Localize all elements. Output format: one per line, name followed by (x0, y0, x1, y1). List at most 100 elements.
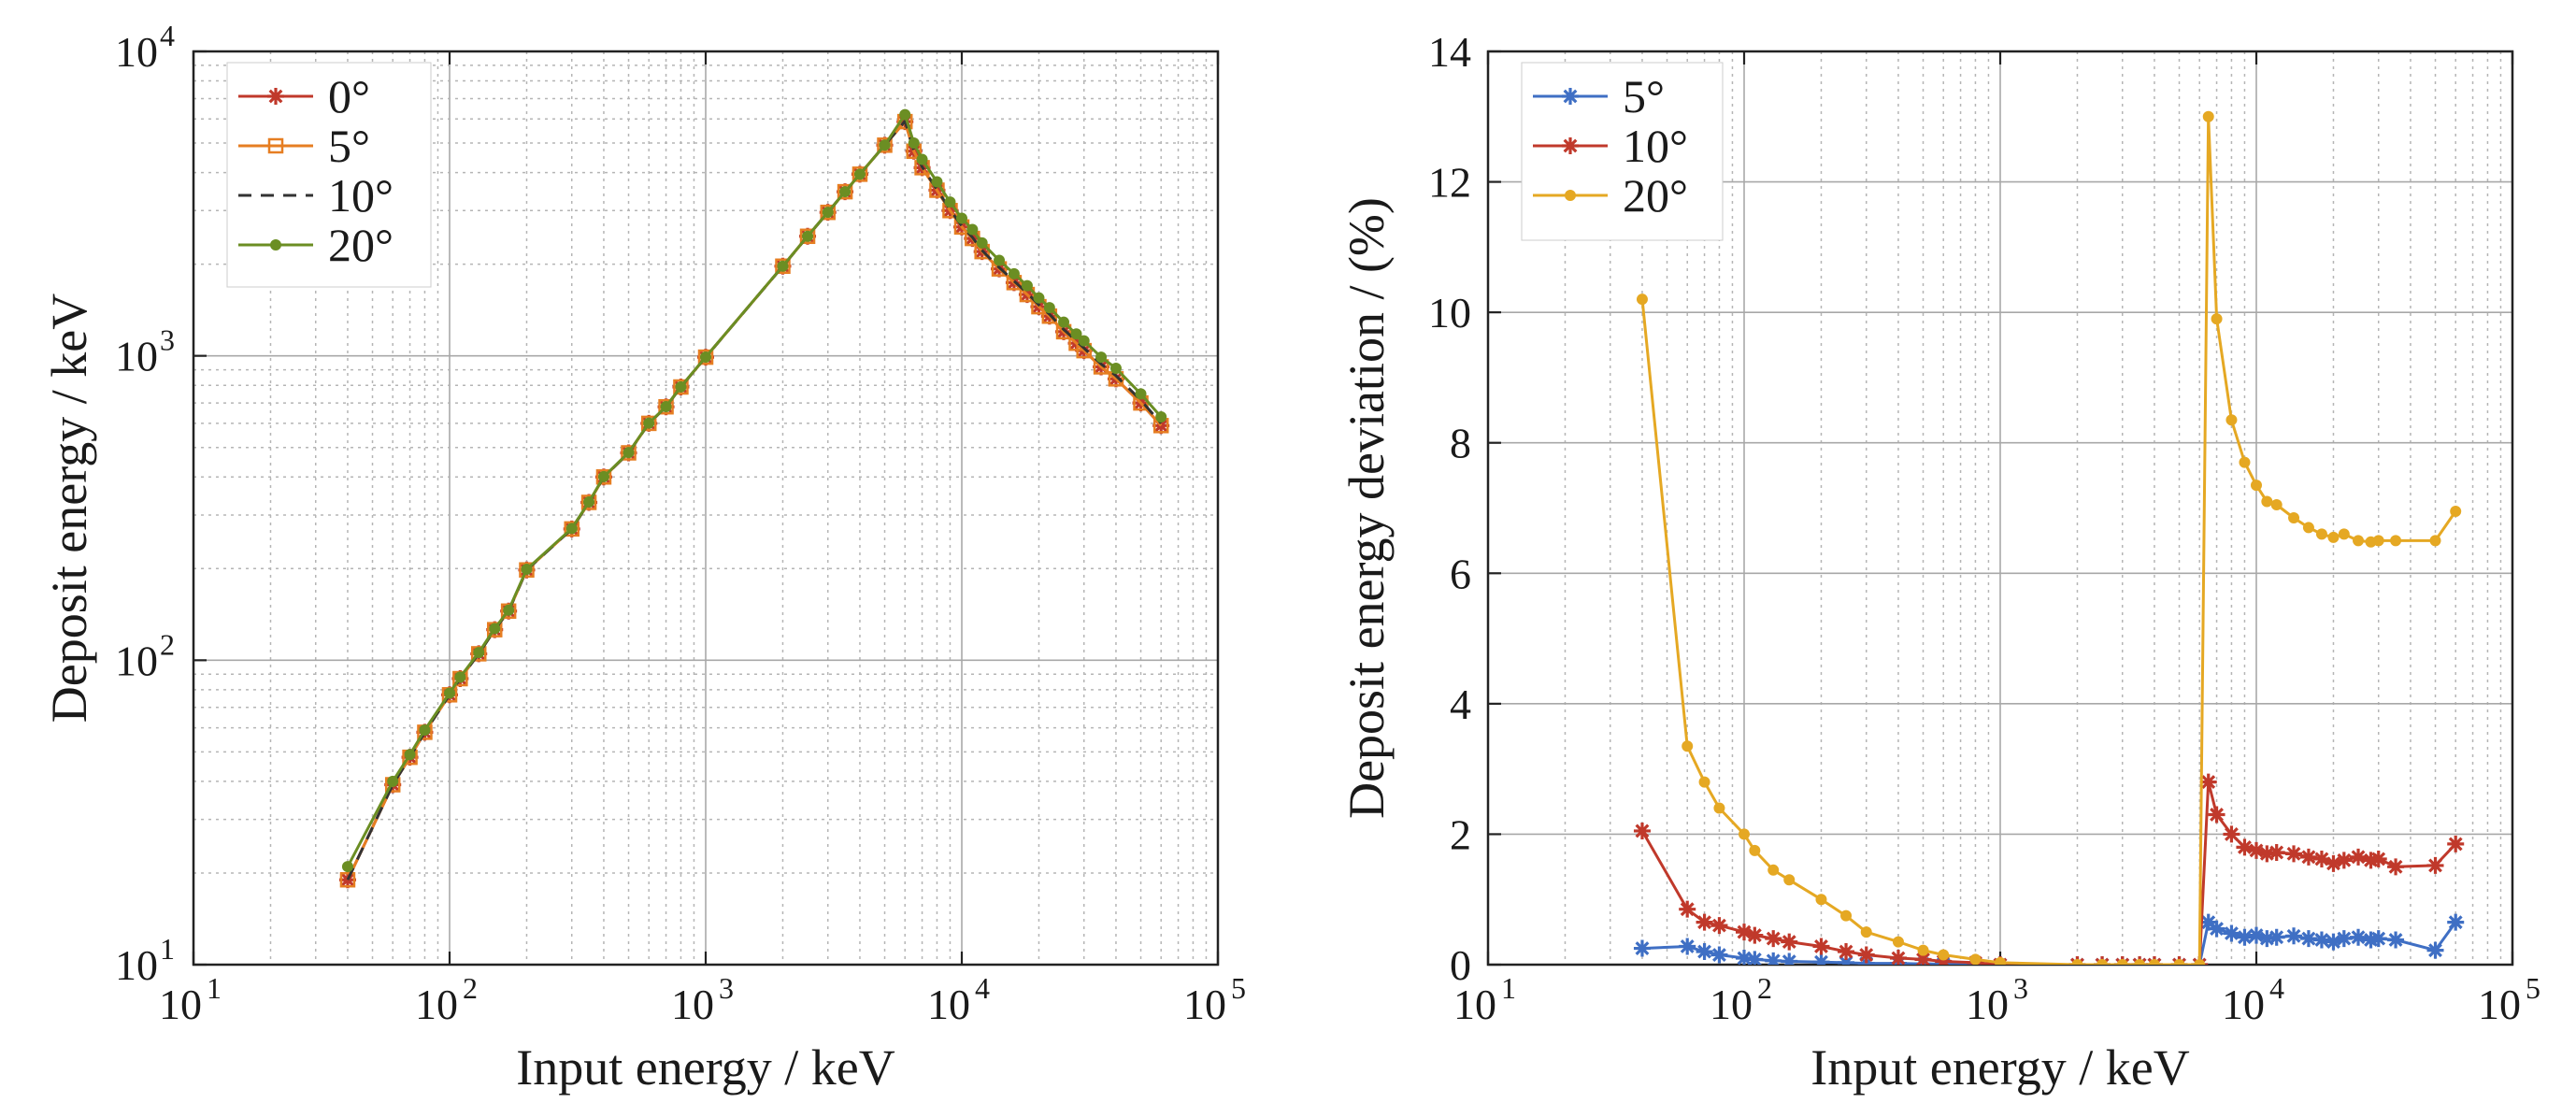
data-point (1043, 302, 1055, 314)
data-point (1914, 951, 1932, 965)
data-point (1152, 417, 1170, 435)
data-point (583, 496, 595, 509)
data-point (660, 401, 672, 413)
data-point (2199, 773, 2217, 791)
data-point (2148, 959, 2160, 965)
data-point (2208, 806, 2225, 824)
data-point (966, 223, 979, 236)
data-point (1995, 956, 2006, 965)
data-point (1838, 953, 1855, 965)
data-point (2429, 535, 2441, 547)
y-tick-label: 2 (1450, 810, 1471, 858)
data-point (1746, 951, 1764, 965)
data-point (1838, 943, 1855, 961)
y-tick-label-exponent: 4 (160, 19, 175, 52)
data-point (597, 470, 609, 482)
data-point (2173, 959, 2185, 965)
data-point (1679, 900, 1696, 918)
x-axis-label: Input energy / keV (516, 1039, 894, 1096)
data-point (994, 254, 1006, 266)
data-point (2258, 845, 2276, 863)
legend-marker (267, 88, 284, 105)
data-point (877, 137, 893, 153)
data-point (2447, 913, 2465, 931)
data-point (2302, 522, 2314, 534)
legend: 0°5°10°20° (226, 62, 432, 288)
data-point (2353, 535, 2365, 547)
data-point (1938, 949, 1950, 961)
x-tick-label: 10 (2478, 981, 2521, 1028)
y-tick-label: 6 (1450, 550, 1471, 597)
data-point (658, 398, 674, 415)
data-point (931, 176, 943, 188)
data-point (675, 380, 687, 393)
x-tick-label-exponent: 5 (1231, 971, 1246, 1005)
y-tick-label-exponent: 1 (160, 932, 175, 966)
data-point (1765, 930, 1782, 948)
data-point (2097, 959, 2109, 965)
legend-marker (1565, 190, 1576, 201)
y-tick-label: 12 (1428, 159, 1471, 207)
x-tick-label-exponent: 4 (2269, 971, 2284, 1005)
data-point (2387, 931, 2405, 949)
data-point (1058, 316, 1070, 328)
y-tick-label: 0 (1450, 941, 1471, 989)
data-point (1710, 946, 1728, 964)
data-point (1812, 953, 1830, 965)
data-point (1969, 953, 1982, 965)
data-point (1109, 363, 1122, 375)
data-point (1739, 828, 1750, 840)
data-point (419, 723, 431, 736)
tick-marks (192, 50, 1220, 967)
data-point (976, 236, 988, 249)
data-point (700, 351, 711, 363)
data-point (521, 564, 533, 576)
data-point (2450, 505, 2462, 517)
data-point (1033, 292, 1045, 304)
data-point (2208, 920, 2225, 938)
data-point (1078, 335, 1090, 347)
data-point (2350, 848, 2368, 866)
data-point (564, 521, 580, 537)
y-tick-label-exponent: 3 (160, 323, 175, 357)
data-point (2223, 825, 2240, 843)
x-tick-label-exponent: 1 (1501, 971, 1516, 1005)
data-point (2369, 930, 2387, 948)
data-point (837, 183, 853, 200)
data-point (404, 749, 416, 761)
x-tick-label-exponent: 4 (975, 971, 990, 1005)
x-tick-label: 10 (1710, 981, 1753, 1028)
data-point (338, 871, 356, 889)
tick-marks (1486, 50, 2514, 967)
legend-label: 20° (1623, 169, 1688, 222)
legend-label: 0° (328, 70, 370, 122)
y-tick-label: 14 (1428, 28, 1471, 76)
data-point (640, 415, 657, 432)
data-point (2248, 926, 2265, 944)
data-point (1633, 939, 1651, 957)
data-point (673, 379, 689, 395)
data-point (1935, 953, 1953, 965)
data-point (1696, 943, 1713, 961)
data-point (2270, 499, 2283, 511)
data-point (2071, 959, 2083, 965)
data-point (908, 137, 920, 150)
data-point (2325, 854, 2342, 872)
y-tick-label-exponent: 2 (160, 627, 175, 661)
data-point (1636, 294, 1648, 306)
data-point (1736, 924, 1753, 941)
data-point (473, 647, 485, 659)
y-tick-label: 10 (115, 637, 158, 684)
legend-label: 10° (1623, 120, 1688, 172)
data-point (2261, 495, 2273, 508)
data-point (1892, 936, 1904, 948)
data-point (777, 260, 789, 272)
data-point (956, 212, 967, 224)
data-point (1746, 926, 1764, 944)
data-point (1765, 952, 1782, 965)
data-point (2285, 845, 2303, 863)
y-tick-label: 10 (115, 333, 158, 380)
data-point (2239, 456, 2251, 468)
